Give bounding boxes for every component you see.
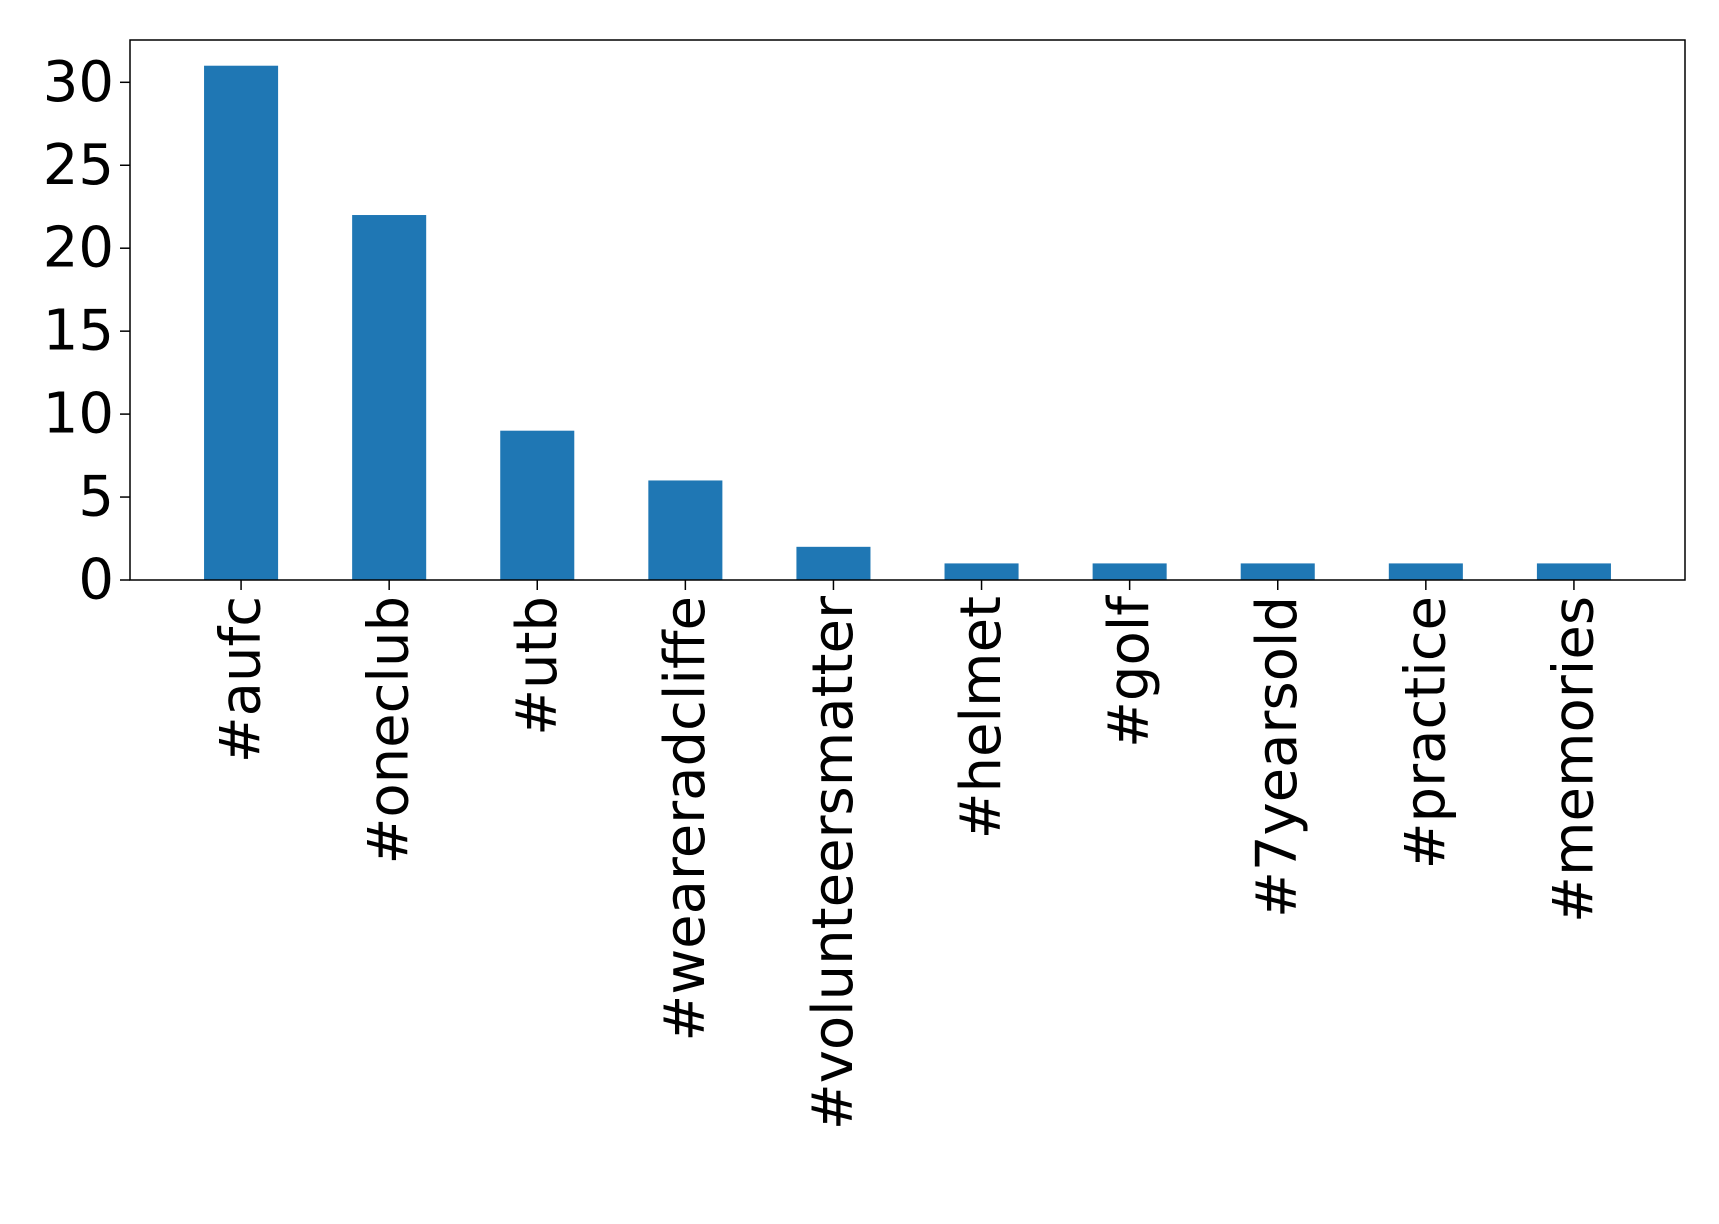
x-tick-label-aufc: #aufc xyxy=(209,596,274,763)
plot-frame xyxy=(129,39,1686,581)
x-tick-label-practice: #practice xyxy=(1393,596,1458,869)
bar-helmet xyxy=(944,563,1019,580)
x-tick-label-7yearsold: #7yearsold xyxy=(1245,596,1310,918)
y-tick-label-5: 5 xyxy=(78,465,114,530)
x-tick-label-volunteersmatter: #volunteersmatter xyxy=(801,595,866,1130)
bar-7yearsold xyxy=(1240,563,1315,580)
y-tick-label-15: 15 xyxy=(43,299,114,364)
bar-aufc xyxy=(204,65,279,580)
bars-group xyxy=(204,65,1611,580)
y-tick-label-30: 30 xyxy=(43,50,114,115)
y-tick-label-0: 0 xyxy=(78,548,114,613)
bar-practice xyxy=(1388,563,1463,580)
y-tick-label-10: 10 xyxy=(43,382,114,447)
bar-golf xyxy=(1092,563,1167,580)
x-axis: #aufc #oneclub #utb #weareradcliffe #volunte… xyxy=(209,580,1606,1130)
y-tick-label-25: 25 xyxy=(43,133,114,198)
bar-oneclub xyxy=(352,215,427,580)
y-tick-label-20: 20 xyxy=(43,216,114,281)
x-tick-label-oneclub: #oneclub xyxy=(357,596,422,865)
bar-utb xyxy=(500,430,575,580)
x-tick-label-utb: #utb xyxy=(505,596,570,736)
bar-volunteersmatter xyxy=(796,546,871,580)
bar-weareradcliffe xyxy=(648,480,723,580)
y-axis: 0 5 10 15 20 25 30 xyxy=(43,50,130,613)
x-tick-label-helmet: #helmet xyxy=(949,596,1014,839)
x-tick-label-golf: #golf xyxy=(1097,595,1162,748)
x-tick-label-memories: #memories xyxy=(1541,596,1606,923)
bar-memories xyxy=(1536,563,1611,580)
x-tick-label-weareradcliffe: #weareradcliffe xyxy=(653,596,718,1042)
